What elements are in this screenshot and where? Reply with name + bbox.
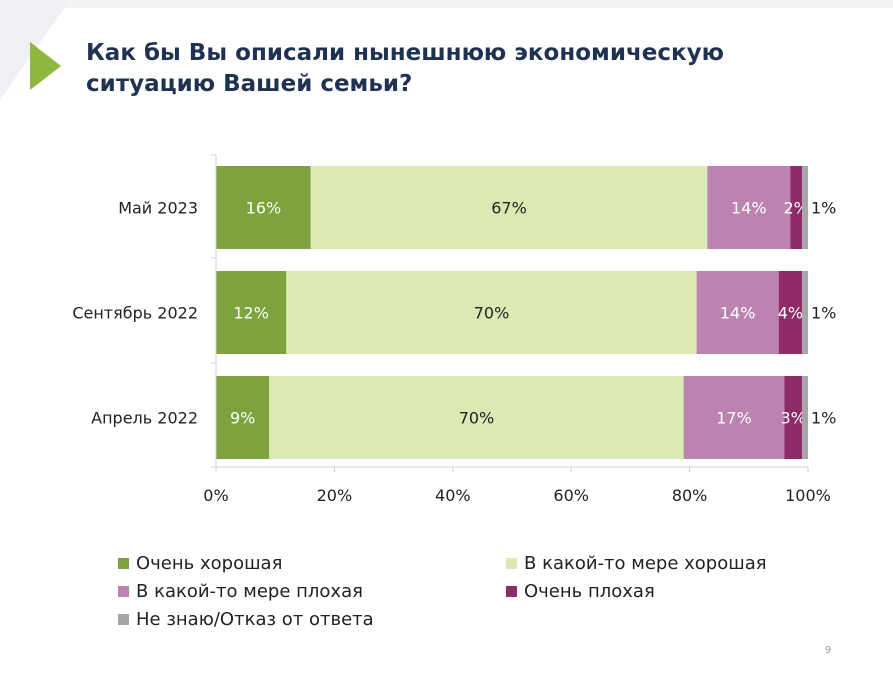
data-label: 14% xyxy=(731,199,767,218)
legend-label: Очень хорошая xyxy=(136,553,283,574)
data-label: 70% xyxy=(459,409,495,428)
category-label: Апрель 2022 xyxy=(91,409,198,428)
bar-segment xyxy=(802,166,808,249)
bar-segment xyxy=(269,376,684,459)
legend-label: Очень плохая xyxy=(524,581,655,602)
data-label: 70% xyxy=(474,304,510,323)
bar-segment xyxy=(790,166,803,249)
data-label: 1% xyxy=(811,199,836,218)
bar-segment xyxy=(310,166,708,249)
legend-label: Не знаю/Отказ от ответа xyxy=(136,609,374,630)
bar-segment xyxy=(216,271,287,354)
legend-label: В какой-то мере хорошая xyxy=(524,553,767,574)
legend-item-somewhat-good: В какой-то мере хорошая xyxy=(506,553,767,574)
legend-item-very-good: Очень хорошая xyxy=(118,553,282,574)
data-label: 1% xyxy=(811,409,836,428)
legend-swatch xyxy=(506,586,517,597)
x-tick-label: 100% xyxy=(785,486,831,505)
category-label: Май 2023 xyxy=(118,199,198,218)
bar-segment xyxy=(778,271,803,354)
data-label: 17% xyxy=(716,409,752,428)
top-strip xyxy=(0,0,893,8)
legend-label: В какой-то мере плохая xyxy=(136,581,363,602)
x-tick-label: 20% xyxy=(317,486,353,505)
data-label: 9% xyxy=(230,409,255,428)
data-label: 67% xyxy=(491,199,527,218)
legend-item-dont-know: Не знаю/Отказ от ответа xyxy=(118,609,374,630)
bar-segment xyxy=(216,376,270,459)
bar-segment xyxy=(683,376,785,459)
page-number: 9 xyxy=(824,645,832,656)
bar-segment xyxy=(286,271,697,354)
x-tick-label: 80% xyxy=(672,486,708,505)
legend-swatch xyxy=(118,558,129,569)
play-arrow-icon xyxy=(30,42,61,90)
x-tick-label: 0% xyxy=(203,486,228,505)
data-label: 16% xyxy=(246,199,282,218)
bar-segment xyxy=(784,376,803,459)
data-label: 12% xyxy=(233,304,269,323)
legend-item-very-bad: Очень плохая xyxy=(506,581,655,602)
legend-swatch xyxy=(506,558,517,569)
data-label: 1% xyxy=(811,304,836,323)
bar-segment xyxy=(696,271,779,354)
bar-segment xyxy=(802,376,808,459)
data-label: 4% xyxy=(778,304,803,323)
bar-segment xyxy=(707,166,791,249)
category-label: Сентябрь 2022 xyxy=(72,304,198,323)
corner-decoration xyxy=(0,0,70,100)
page-title: Как бы Вы описали нынешнюю экономическую… xyxy=(86,40,724,97)
bar-segment xyxy=(216,166,311,249)
legend-swatch xyxy=(118,586,129,597)
x-tick-label: 60% xyxy=(553,486,589,505)
data-label: 14% xyxy=(720,304,756,323)
data-label: 3% xyxy=(781,409,806,428)
x-tick-label: 40% xyxy=(435,486,471,505)
legend-item-somewhat-bad: В какой-то мере плохая xyxy=(118,581,363,602)
bar-segment xyxy=(802,271,808,354)
legend-swatch xyxy=(118,614,129,625)
chart-legend: Очень хорошая В какой-то мере хорошая В … xyxy=(118,553,838,633)
